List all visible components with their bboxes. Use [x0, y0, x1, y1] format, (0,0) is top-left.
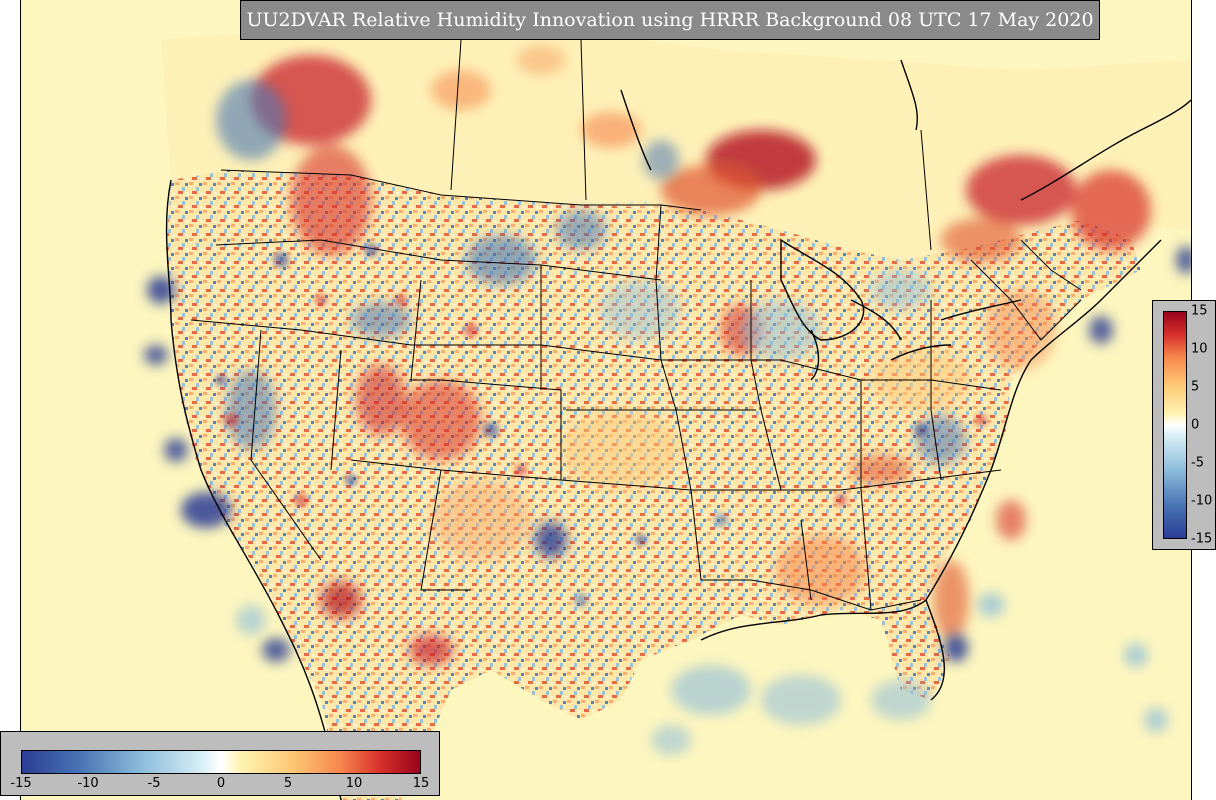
colorbar-right-tick: -10: [1191, 493, 1213, 509]
colorbar-bottom-tick: 0: [216, 776, 226, 791]
colorbar-right-tick: 15: [1191, 303, 1208, 319]
map-title: UU2DVAR Relative Humidity Innovation usi…: [240, 0, 1100, 40]
map-panel: [20, 0, 1192, 800]
canada-region: [161, 30, 1191, 260]
colorbar-right-tick: 0: [1191, 417, 1200, 433]
coastlines: [165, 59, 1191, 800]
negative-innovation-blobs: [144, 80, 1191, 755]
colorbar-bottom: -15 -10 -5 0 5 10 15: [0, 731, 440, 796]
colorbar-right-tick: 10: [1191, 341, 1208, 357]
fine-scale-noise: [215, 243, 987, 607]
colorbar-bottom-tick: -10: [77, 776, 99, 791]
colorbar-right-ramp: [1163, 311, 1187, 539]
colorbar-bottom-ramp: [21, 750, 421, 774]
colorbar-bottom-tick: -15: [10, 776, 32, 791]
colorbar-bottom-tick: 5: [283, 776, 293, 791]
land-area: [166, 170, 1141, 800]
innovation-field-map: [21, 0, 1191, 800]
colorbar-bottom-tick: 10: [345, 776, 363, 791]
political-boundaries: [190, 39, 1082, 611]
colorbar-right-tick: -15: [1191, 531, 1213, 547]
colorbar-bottom-tick: -5: [147, 776, 161, 791]
colorbar-right-tick: -5: [1191, 455, 1204, 471]
colorbar-right-tick: 5: [1191, 379, 1200, 395]
colorbar-right: 15 10 5 0 -5 -10 -15: [1152, 300, 1216, 550]
colorbar-bottom-tick: 15: [412, 776, 430, 791]
